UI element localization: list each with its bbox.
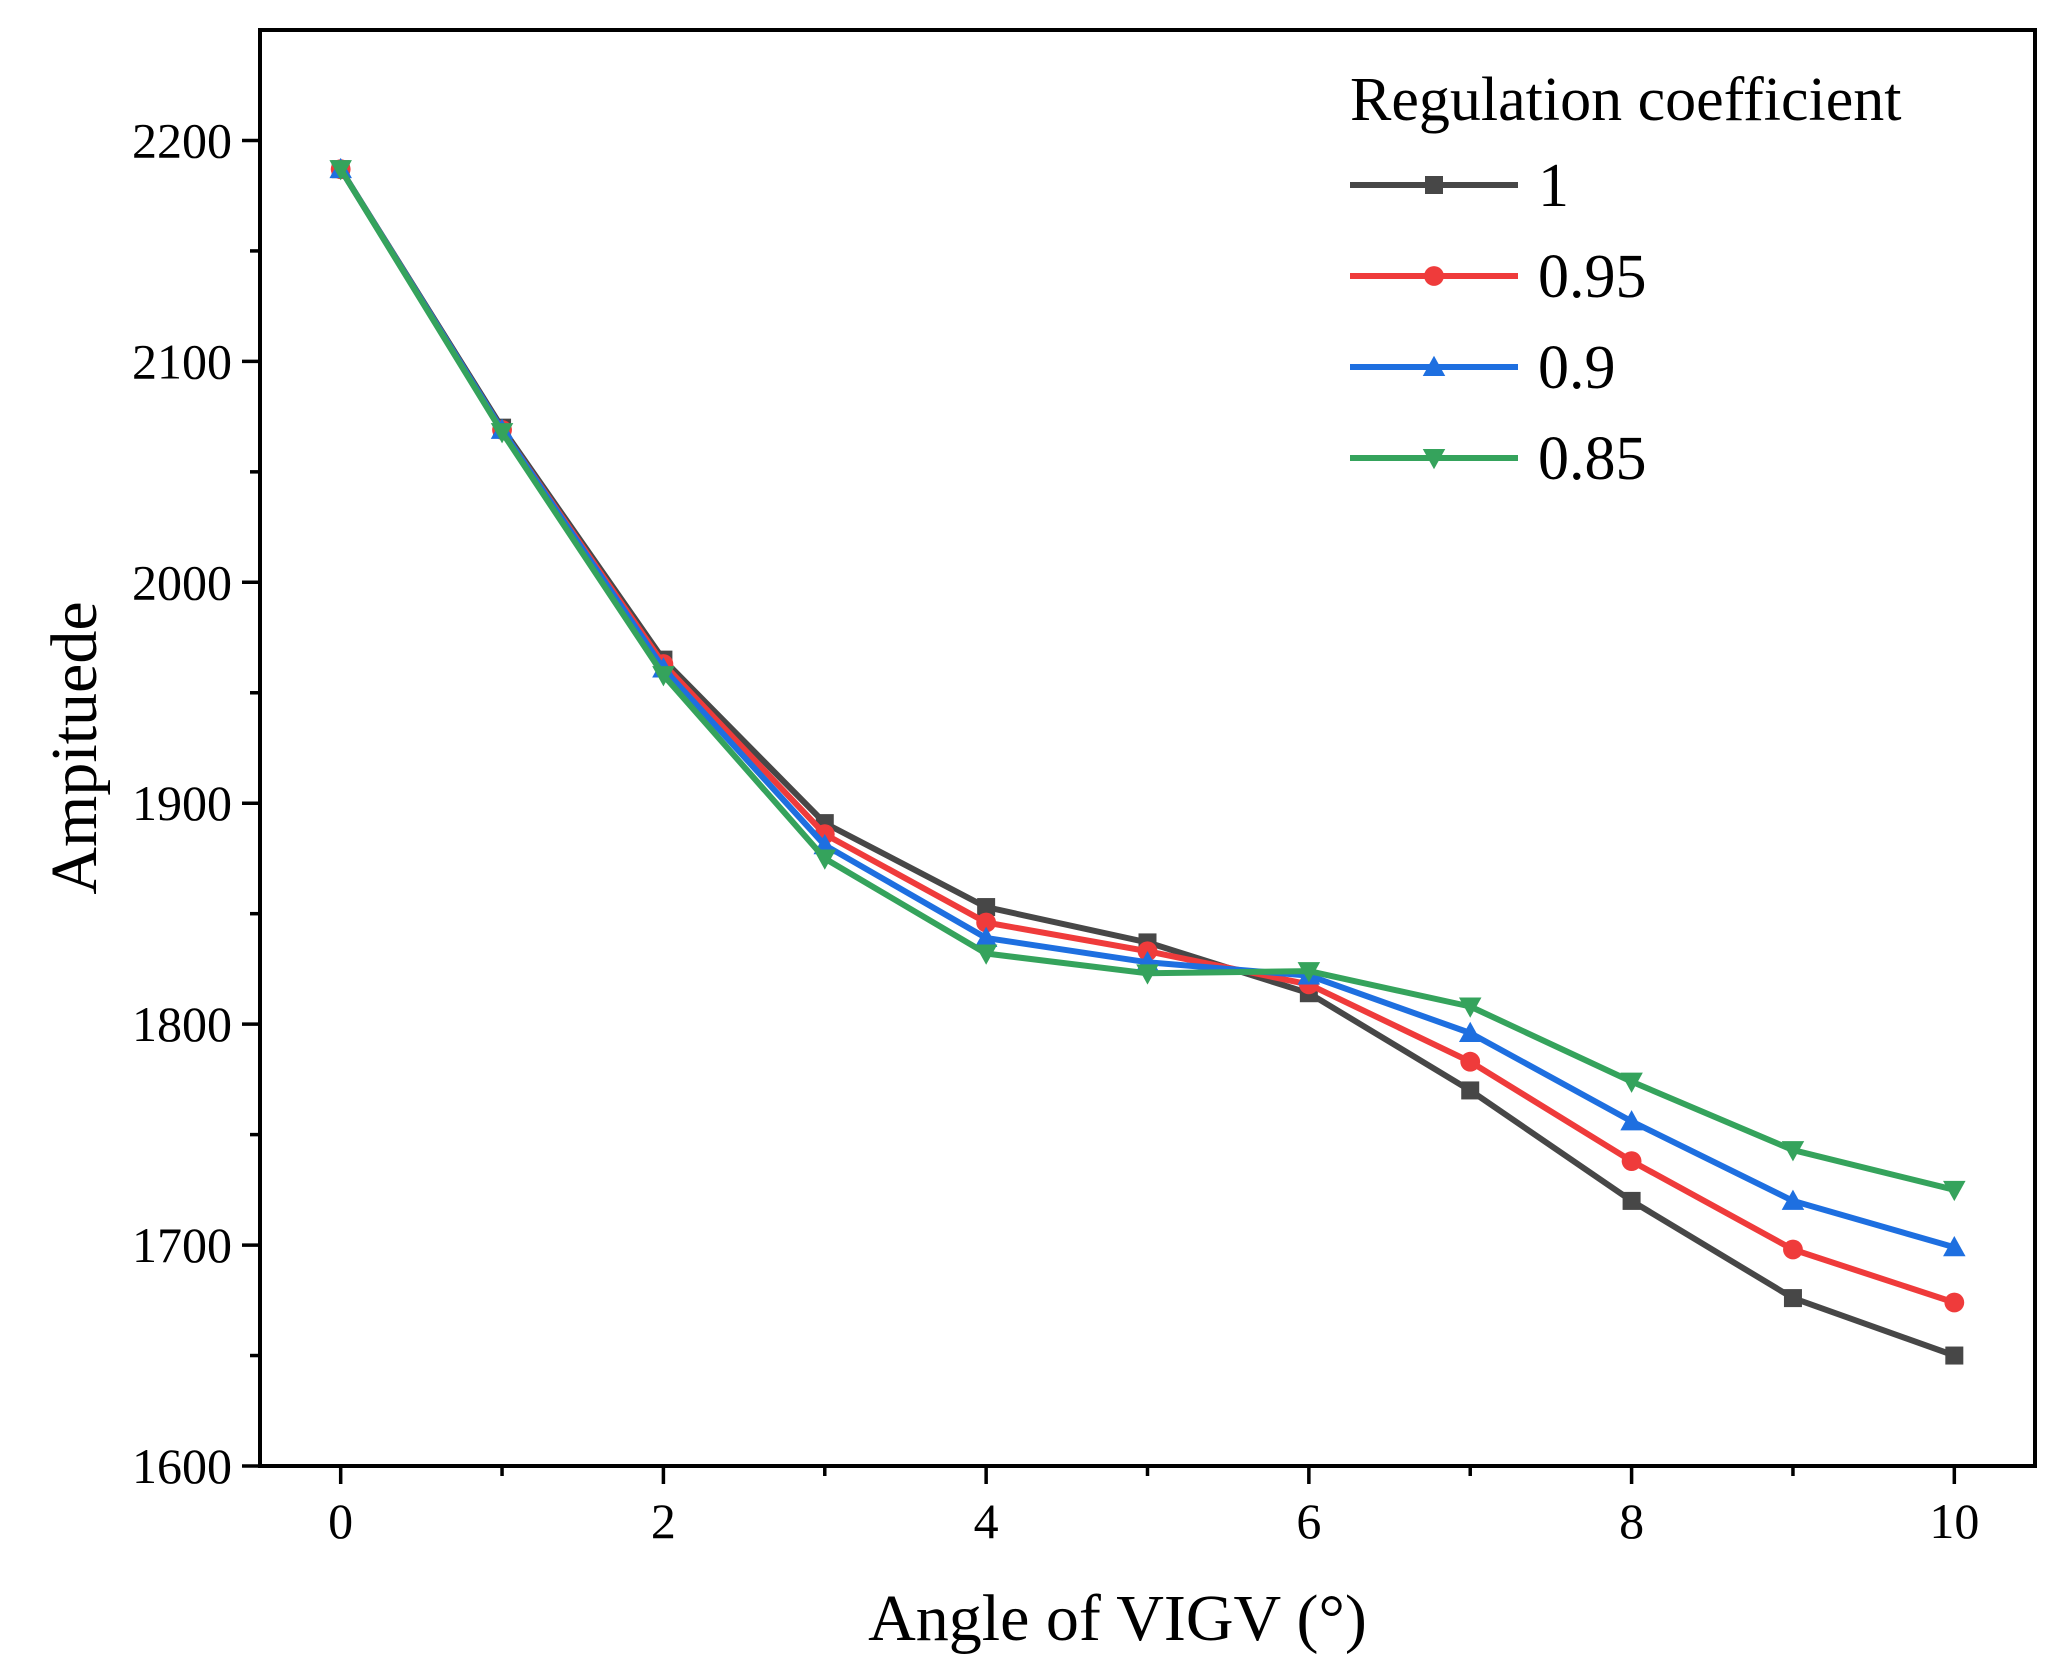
y-tick-label: 1600 (132, 1438, 232, 1494)
data-point (1781, 1141, 1805, 1162)
data-point (976, 912, 997, 933)
y-tick-label: 1900 (132, 775, 232, 831)
data-point (813, 849, 837, 870)
x-tick-label: 10 (1929, 1493, 1979, 1549)
y-tick-label: 2000 (132, 554, 232, 610)
x-tick-label: 8 (1619, 1493, 1644, 1549)
series-layer (329, 157, 1966, 1365)
data-point (329, 160, 352, 181)
data-point (1297, 962, 1321, 983)
data-point (490, 423, 514, 444)
data-point (977, 898, 996, 917)
legend-marker (1425, 176, 1443, 194)
data-point (1943, 1236, 1966, 1257)
x-tick-label: 4 (974, 1493, 999, 1549)
axes-layer: 0 2 4 6 8 10 1600 1700 1800 1900 2000 2100 2200 Angle… (38, 28, 2037, 1655)
data-point (1458, 997, 1482, 1018)
y-tick-label: 1800 (132, 996, 232, 1052)
x-axis-title: Angle of VIGV (°) (868, 1582, 1367, 1655)
y-tick-label: 2100 (132, 333, 232, 389)
legend-marker (1422, 449, 1446, 470)
y-tick-label: 2200 (132, 112, 232, 168)
data-point (652, 666, 675, 687)
legend-item-1: 1 (1350, 152, 1569, 220)
x-tick-label: 0 (328, 1493, 353, 1549)
y-tick-label: 1700 (132, 1217, 232, 1273)
legend-marker (1422, 355, 1446, 376)
x-tick-label: 2 (651, 1493, 676, 1549)
data-point (1136, 964, 1159, 985)
legend-item-3: 0.9 (1350, 334, 1616, 402)
data-point (1622, 1191, 1641, 1210)
legend-label: 0.85 (1538, 425, 1647, 493)
data-point (1943, 1180, 1966, 1202)
data-point (1620, 1072, 1643, 1093)
legend-item-2: 0.95 (1350, 243, 1647, 311)
legend-title: Regulation coefficient (1350, 66, 1902, 134)
legend-item-4: 0.85 (1350, 425, 1647, 493)
data-point (1781, 1189, 1805, 1210)
series-4 (329, 160, 1966, 1202)
legend-label: 0.95 (1538, 243, 1647, 311)
data-point (1460, 1051, 1481, 1072)
data-point (974, 926, 998, 947)
y-axis-title: Ampituede (38, 601, 111, 894)
data-point (1944, 1292, 1965, 1313)
x-tick-label: 6 (1296, 1493, 1321, 1549)
data-point (1461, 1081, 1480, 1100)
data-point (1783, 1289, 1802, 1308)
data-point (1783, 1239, 1803, 1260)
data-point (1620, 1110, 1643, 1131)
legend-label: 1 (1538, 152, 1569, 220)
data-point (1945, 1346, 1964, 1365)
data-point (974, 944, 998, 965)
legend-marker (1424, 266, 1444, 286)
legend: Regulation coefficient 1 0.95 0.9 0.85 (1350, 66, 1902, 493)
data-point (1458, 1021, 1482, 1042)
data-point (1621, 1151, 1642, 1172)
legend-label: 0.9 (1538, 334, 1616, 402)
